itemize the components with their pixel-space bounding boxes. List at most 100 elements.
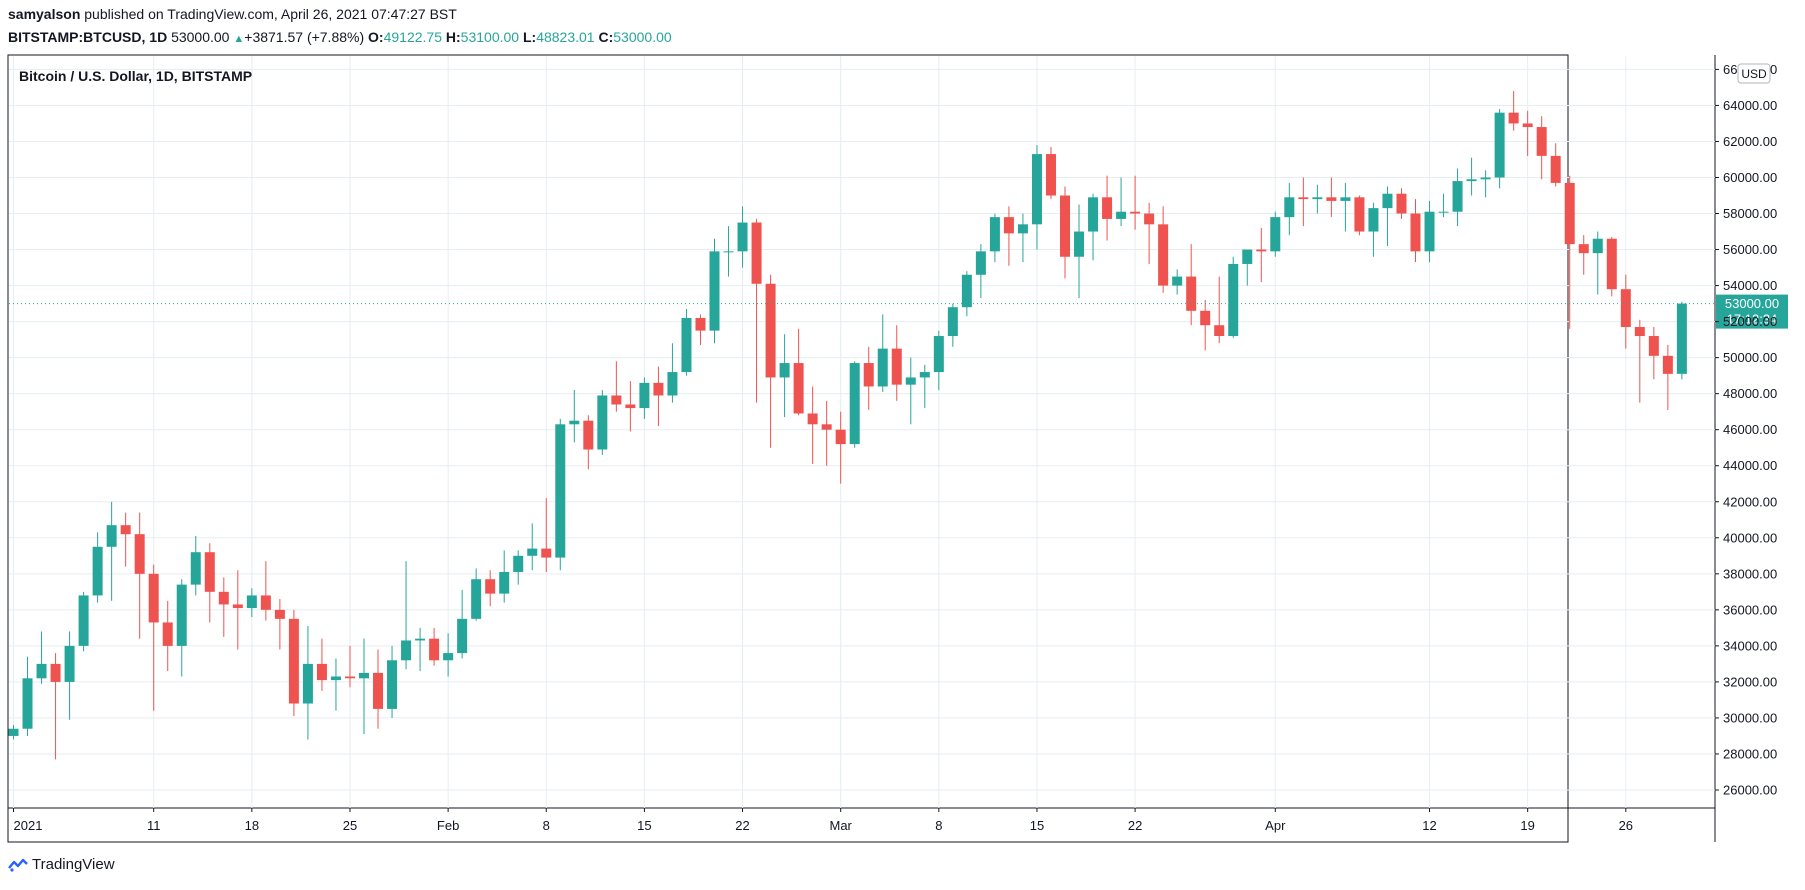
- quote-line: BITSTAMP:BTCUSD, 1D 53000.00 ▲+3871.57 (…: [8, 29, 672, 45]
- candle: [1466, 157, 1477, 196]
- candle: [1438, 193, 1449, 218]
- candle: [1676, 301, 1687, 380]
- candle: [1452, 168, 1463, 227]
- candle-body: [218, 591, 229, 605]
- candle: [415, 627, 426, 672]
- candle-body: [807, 413, 818, 425]
- candle: [625, 381, 636, 432]
- candle: [933, 330, 944, 391]
- candle-body: [260, 595, 271, 610]
- candle-body: [695, 318, 706, 331]
- candle-body: [625, 404, 636, 409]
- candle-body: [569, 420, 580, 425]
- candle: [639, 377, 650, 419]
- time-tick-label: 2021: [14, 818, 43, 833]
- candle-body: [1452, 181, 1463, 212]
- candle-body: [1578, 244, 1589, 254]
- author-name[interactable]: samyalson: [8, 6, 81, 22]
- candle-body: [1564, 182, 1575, 245]
- candle: [1620, 274, 1631, 349]
- candle: [1200, 299, 1211, 351]
- candle-body: [1228, 263, 1239, 337]
- candle-body: [92, 546, 103, 596]
- candle: [793, 328, 804, 416]
- candle-body: [8, 728, 19, 736]
- candle-body: [429, 638, 440, 661]
- candle-body: [1424, 211, 1435, 252]
- candle: [709, 238, 720, 344]
- time-tick-label: Apr: [1265, 818, 1286, 833]
- candle-body: [1634, 327, 1645, 337]
- price-tick-label: 32000.00: [1723, 674, 1777, 689]
- candle: [232, 570, 243, 650]
- candle: [1606, 236, 1617, 297]
- candle: [1550, 143, 1561, 187]
- candle: [359, 638, 369, 735]
- currency-badge[interactable]: USD: [1737, 63, 1771, 84]
- candle-body: [947, 307, 958, 337]
- candle: [162, 600, 173, 672]
- candle: [975, 244, 986, 299]
- candle-body: [1088, 197, 1099, 232]
- candle: [737, 206, 748, 268]
- candle-body: [190, 552, 201, 585]
- candle: [751, 218, 762, 403]
- candle: [947, 303, 958, 347]
- candle-body: [232, 604, 243, 609]
- candle: [134, 512, 145, 639]
- candle-body: [1242, 249, 1253, 264]
- candle: [302, 626, 313, 740]
- chart-frame: [7, 54, 1569, 843]
- candle-body: [1116, 211, 1127, 219]
- candle-body: [1536, 127, 1547, 156]
- candle-body: [316, 663, 327, 681]
- candle: [919, 364, 930, 409]
- candle-body: [751, 222, 762, 284]
- candle-body: [1074, 231, 1085, 257]
- price-tick-label: 50000.00: [1723, 350, 1777, 365]
- candle: [218, 577, 229, 637]
- candle: [260, 561, 271, 621]
- price-tick-label: 46000.00: [1723, 422, 1777, 437]
- candle: [513, 550, 524, 585]
- candle-body: [821, 424, 832, 430]
- time-tick-label: 22: [1128, 818, 1142, 833]
- candle-body: [246, 595, 257, 609]
- candle-body: [162, 622, 173, 646]
- price-axis[interactable]: 26000.00 28000.00 30000.00 32000.00 34000.00…: [1715, 62, 1777, 798]
- candle-body: [1298, 197, 1309, 200]
- candle: [1060, 186, 1070, 279]
- time-tick-label: 26: [1619, 818, 1633, 833]
- price-tick-label: 60000.00: [1723, 170, 1777, 185]
- candle-body: [22, 678, 33, 729]
- time-tick-label: 11: [147, 818, 161, 833]
- candle-body: [919, 372, 930, 378]
- candle-body: [274, 609, 285, 619]
- candle-body: [513, 555, 524, 573]
- publish-line: samyalson published on TradingView.com, …: [8, 6, 457, 22]
- time-tick-label: 15: [1030, 818, 1044, 833]
- candle: [1494, 109, 1505, 189]
- candle-body: [288, 618, 299, 704]
- open-value: 49122.75: [383, 29, 442, 45]
- candle-body: [1017, 224, 1028, 234]
- close-value: 53000.00: [613, 29, 672, 45]
- price-tick-label: 26000.00: [1723, 782, 1777, 797]
- price-tick-label: 52000.00: [1723, 314, 1777, 329]
- currency-badge-box: [1737, 63, 1771, 84]
- grid-layer: [9, 56, 1715, 808]
- candle: [64, 631, 75, 720]
- candle: [891, 325, 902, 401]
- candle-body: [50, 663, 61, 682]
- candle-body: [1060, 195, 1070, 257]
- time-axis[interactable]: 2021 11 18 25 Feb 8 15 22 Mar 8 15 22 Apr 12 19 26: [13, 808, 1634, 833]
- last-price-value: 53000.00: [171, 29, 230, 45]
- candle-body: [1130, 211, 1141, 214]
- candle-body: [1662, 355, 1673, 374]
- tradingview-logo[interactable]: TradingView: [8, 856, 115, 873]
- candle: [1522, 110, 1533, 156]
- candle: [667, 343, 678, 403]
- candle: [1144, 202, 1155, 264]
- candle: [316, 638, 327, 691]
